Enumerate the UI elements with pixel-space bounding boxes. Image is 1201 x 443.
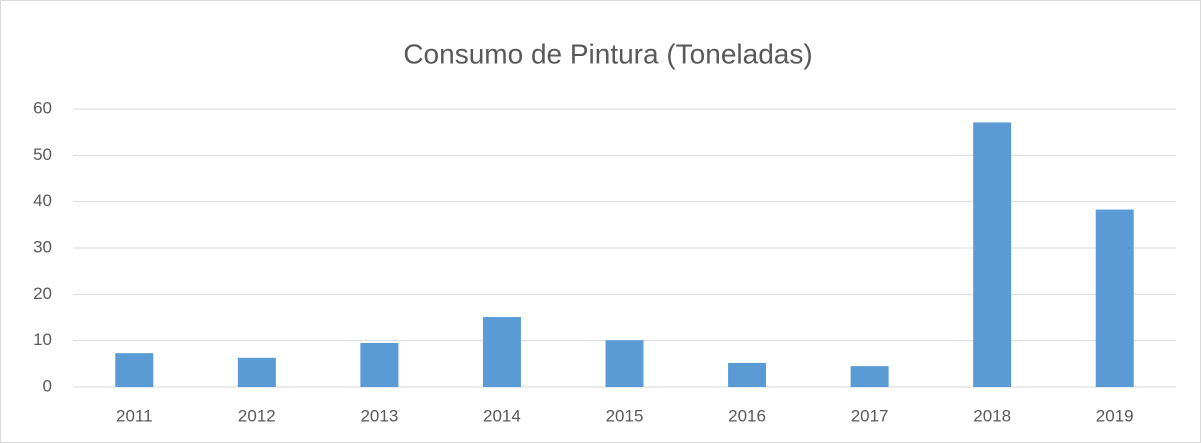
bar — [973, 122, 1012, 387]
y-tick-label: 20 — [33, 284, 52, 303]
x-tick-label: 2015 — [606, 406, 644, 425]
y-tick-label: 60 — [33, 98, 52, 117]
x-tick-label: 2012 — [238, 406, 276, 425]
bar — [237, 357, 276, 387]
bar — [1095, 209, 1134, 387]
x-tick-label: 2011 — [116, 406, 153, 425]
x-tick-label: 2013 — [360, 406, 398, 425]
bar — [115, 353, 154, 387]
bar — [360, 342, 399, 387]
y-tick-label: 40 — [33, 191, 52, 210]
x-tick-label: 2018 — [973, 406, 1011, 425]
x-tick-label: 2014 — [483, 406, 521, 425]
chart-title: Consumo de Pintura (Toneladas) — [403, 38, 812, 69]
bar — [482, 317, 521, 387]
x-tick-label: 2017 — [851, 406, 889, 425]
y-tick-label: 30 — [33, 237, 52, 256]
bar — [605, 340, 644, 387]
y-tick-label: 10 — [33, 330, 52, 349]
x-tick-label: 2019 — [1096, 406, 1134, 425]
x-tick-label: 2016 — [728, 406, 766, 425]
y-tick-label: 0 — [43, 376, 52, 395]
bar — [850, 366, 889, 387]
y-tick-label: 50 — [33, 145, 52, 164]
bar — [728, 362, 767, 387]
